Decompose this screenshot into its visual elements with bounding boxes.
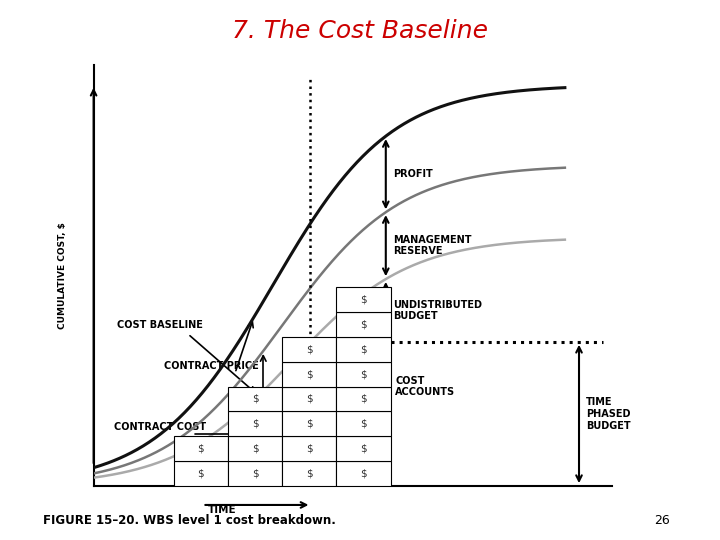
Text: MANAGEMENT
RESERVE: MANAGEMENT RESERVE bbox=[393, 235, 472, 256]
Text: $: $ bbox=[360, 344, 366, 354]
Bar bbox=[336, 362, 390, 387]
Text: TIME: TIME bbox=[207, 505, 236, 515]
Text: $: $ bbox=[306, 419, 312, 429]
Bar bbox=[282, 387, 336, 411]
Text: FIGURE 15–20. WBS level 1 cost breakdown.: FIGURE 15–20. WBS level 1 cost breakdown… bbox=[43, 514, 336, 526]
Text: $: $ bbox=[306, 344, 312, 354]
Bar bbox=[228, 436, 282, 461]
Text: $: $ bbox=[252, 469, 258, 478]
Bar bbox=[336, 287, 390, 312]
Text: $: $ bbox=[360, 294, 366, 305]
Bar bbox=[282, 411, 336, 436]
Text: $: $ bbox=[360, 469, 366, 478]
Bar bbox=[282, 461, 336, 486]
Text: $: $ bbox=[360, 394, 366, 404]
Bar bbox=[336, 337, 390, 362]
Text: $: $ bbox=[252, 444, 258, 454]
Text: TIME
PHASED
BUDGET: TIME PHASED BUDGET bbox=[586, 397, 631, 430]
Text: $: $ bbox=[197, 469, 204, 478]
Text: COST
ACCOUNTS: COST ACCOUNTS bbox=[395, 376, 455, 397]
Text: CONTRACT COST: CONTRACT COST bbox=[114, 422, 206, 431]
Bar bbox=[336, 436, 390, 461]
Bar bbox=[228, 387, 282, 411]
Text: $: $ bbox=[360, 444, 366, 454]
Text: 26: 26 bbox=[654, 514, 670, 526]
Text: UNDISTRIBUTED
BUDGET: UNDISTRIBUTED BUDGET bbox=[393, 300, 482, 321]
Text: PROFIT: PROFIT bbox=[393, 169, 433, 179]
Bar bbox=[336, 461, 390, 486]
Text: 7. The Cost Baseline: 7. The Cost Baseline bbox=[232, 19, 488, 43]
Text: CONTRACT PRICE: CONTRACT PRICE bbox=[164, 361, 258, 372]
Text: $: $ bbox=[306, 469, 312, 478]
Text: $: $ bbox=[306, 444, 312, 454]
Bar bbox=[282, 436, 336, 461]
Bar bbox=[228, 411, 282, 436]
Text: $: $ bbox=[252, 419, 258, 429]
Bar bbox=[174, 461, 228, 486]
Text: $: $ bbox=[306, 369, 312, 379]
Bar bbox=[282, 337, 336, 362]
Text: COST BASELINE: COST BASELINE bbox=[117, 320, 202, 330]
Bar bbox=[336, 411, 390, 436]
Bar bbox=[174, 436, 228, 461]
Text: $: $ bbox=[252, 394, 258, 404]
Bar bbox=[336, 312, 390, 337]
Bar bbox=[228, 461, 282, 486]
Text: $: $ bbox=[197, 444, 204, 454]
Text: $: $ bbox=[360, 419, 366, 429]
Text: $: $ bbox=[306, 394, 312, 404]
Text: $: $ bbox=[360, 369, 366, 379]
Bar bbox=[336, 387, 390, 411]
Text: $: $ bbox=[360, 319, 366, 329]
Bar bbox=[282, 362, 336, 387]
Text: CUMULATIVE COST, $: CUMULATIVE COST, $ bbox=[58, 222, 67, 329]
